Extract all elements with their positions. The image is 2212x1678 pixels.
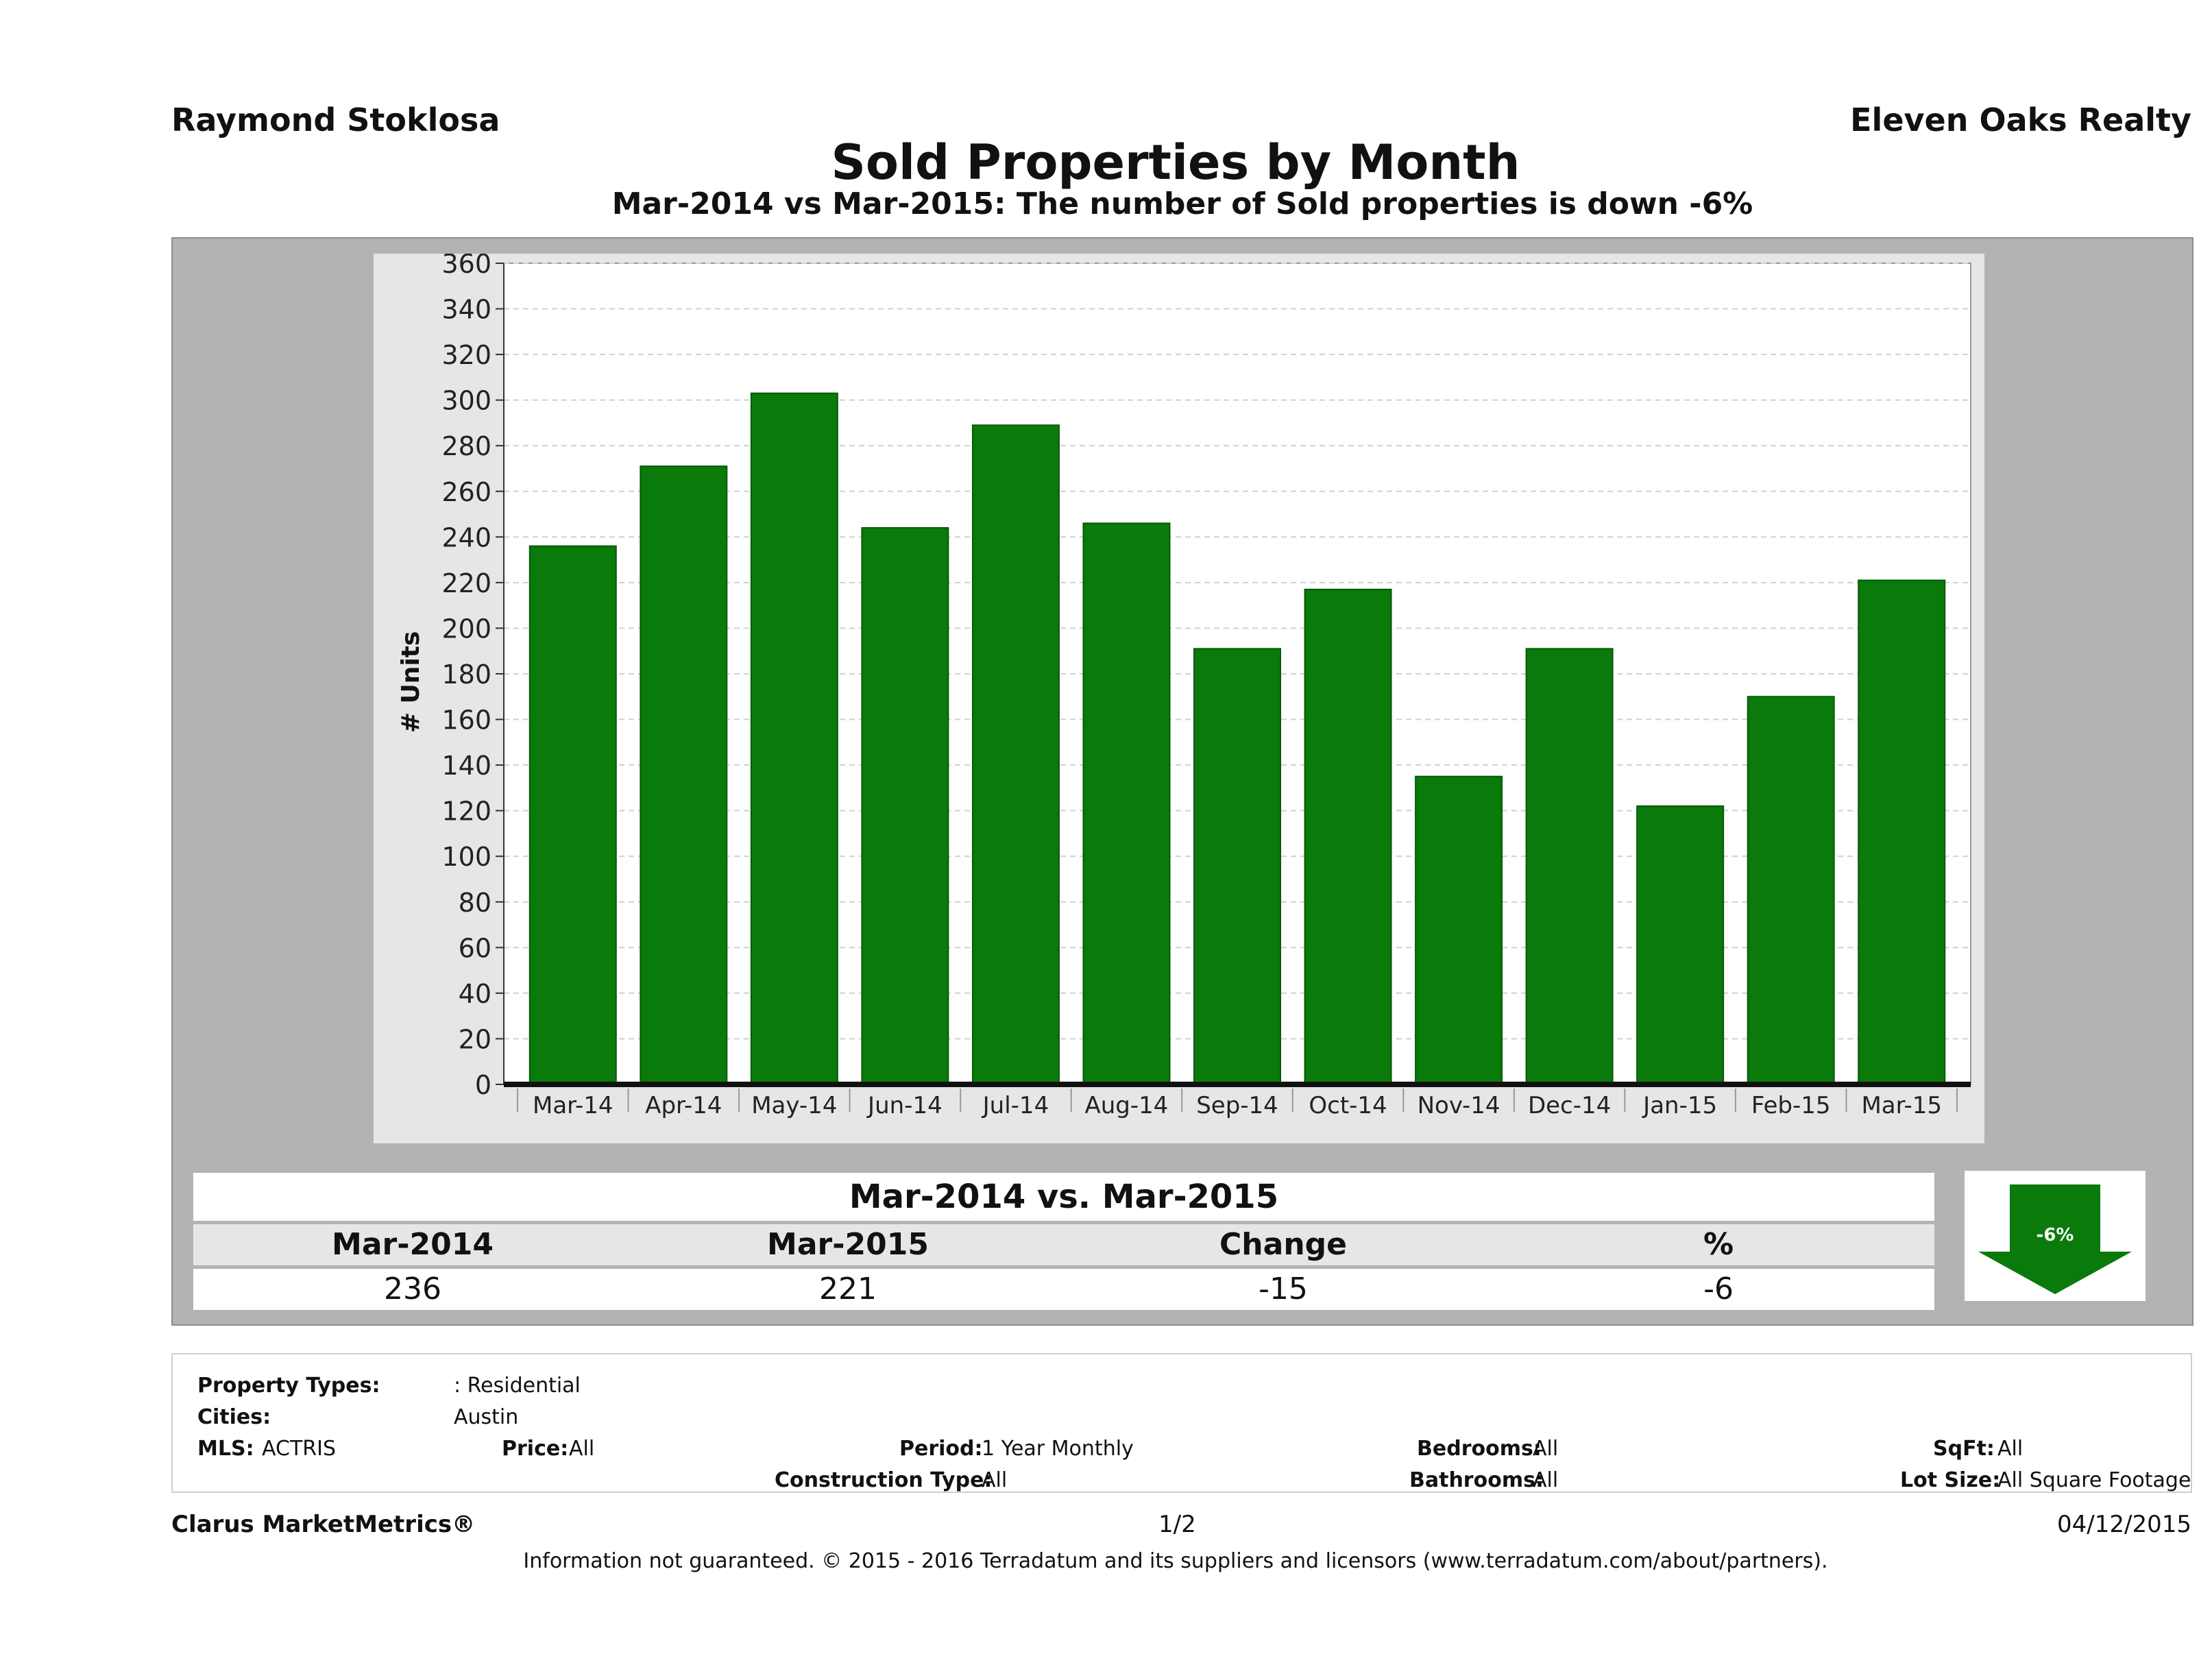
x-tick-label: Nov-14 [1418, 1092, 1500, 1119]
bar [1304, 588, 1392, 1086]
comparison-value-end: 221 [819, 1272, 877, 1306]
lot-size-value: All Square Footage [1997, 1468, 2191, 1492]
trend-badge: -6% [1965, 1171, 2146, 1301]
property-types-value: : Residential [454, 1374, 581, 1398]
bar [750, 392, 838, 1085]
comparison-label-end: Mar-2015 [767, 1227, 929, 1262]
comparison-value-percent: -6 [1703, 1272, 1734, 1306]
x-tick-label: Aug-14 [1085, 1092, 1169, 1119]
bar [1082, 522, 1171, 1086]
bar [640, 465, 728, 1085]
sqft-value: All [1997, 1437, 2023, 1461]
y-tick-label: 80 [459, 888, 491, 918]
trend-badge-text: -6% [2037, 1225, 2074, 1245]
mls-label: MLS: [197, 1437, 254, 1461]
cities-label: Cities: [197, 1405, 271, 1429]
y-tick-label: 180 [441, 659, 491, 690]
bar [1415, 775, 1503, 1085]
chart-area: 0 20 40 60 80 100 120 140 160 180 200 220 240 260 280 3… [374, 254, 1984, 1143]
chart-subtitle: Mar-2014 vs Mar-2015: The number of Sold… [611, 186, 1753, 221]
property-types-label: Property Types: [197, 1374, 380, 1398]
y-tick-label: 260 [441, 477, 491, 507]
y-tick-label: 20 [459, 1024, 491, 1054]
chart-title: Sold Properties by Month [831, 134, 1520, 191]
mls-value: ACTRIS [262, 1437, 337, 1461]
bar [1525, 648, 1614, 1085]
cities-value: Austin [454, 1405, 519, 1429]
y-tick-label: 360 [441, 254, 491, 279]
disclaimer: Information not guaranteed. © 2015 - 201… [523, 1549, 1828, 1573]
footer-brand: Clarus MarketMetrics® [171, 1511, 476, 1538]
x-tick-label: Mar-15 [1861, 1092, 1942, 1119]
x-tick-label: Mar-14 [533, 1092, 613, 1119]
y-tick-label: 160 [441, 705, 491, 735]
comparison-values-row: 236 221 -15 -6 [193, 1269, 1934, 1310]
y-axis-label: # Units [397, 631, 425, 733]
x-tick-label: Dec-14 [1528, 1092, 1611, 1119]
x-tick-label: Jul-14 [982, 1092, 1049, 1119]
lot-size-label: Lot Size: [1900, 1468, 2001, 1492]
construction-type-value: All [982, 1468, 1008, 1492]
y-tick-label: 340 [441, 295, 491, 325]
comparison-label-percent: % [1703, 1227, 1734, 1262]
bar [1747, 696, 1835, 1085]
y-tick-label: 0 [475, 1070, 491, 1100]
report-date: 04/12/2015 [2057, 1511, 2191, 1538]
construction-type-label: Construction Type: [775, 1468, 993, 1492]
bar [1858, 579, 1946, 1085]
x-tick-label: Jan-15 [1642, 1092, 1717, 1119]
period-value: 1 Year Monthly [982, 1437, 1134, 1461]
bar [528, 545, 617, 1085]
y-tick-label: 140 [441, 751, 491, 781]
price-label: Price: [502, 1437, 569, 1461]
broker-name: Eleven Oaks Realty [1850, 101, 2191, 138]
x-tick-label: Oct-14 [1309, 1092, 1387, 1119]
bar [861, 527, 949, 1085]
bar [971, 424, 1060, 1085]
y-tick-label: 200 [441, 613, 491, 644]
comparison-labels-row: Mar-2014 Mar-2015 Change % [193, 1224, 1934, 1265]
page-number: 1/2 [1158, 1511, 1196, 1538]
bathrooms-label: Bathrooms: [1409, 1468, 1544, 1492]
report-panel: 0 20 40 60 80 100 120 140 160 180 200 220 240 260 280 3… [171, 237, 2193, 1326]
search-criteria: Property Types: : Residential Cities: Au… [171, 1353, 2192, 1493]
bathrooms-value: All [1533, 1468, 1559, 1492]
comparison-header: Mar-2014 vs. Mar-2015 [193, 1173, 1934, 1221]
bar [1636, 805, 1725, 1085]
x-tick-label: Feb-15 [1751, 1092, 1831, 1119]
x-tick-label: May-14 [751, 1092, 837, 1119]
down-arrow-icon: -6% [1978, 1184, 2132, 1294]
x-tick-label: Jun-14 [866, 1092, 943, 1119]
y-tick-label: 100 [441, 842, 491, 872]
agent-name: Raymond Stoklosa [171, 101, 500, 138]
comparison-value-change: -15 [1259, 1272, 1308, 1306]
bar-chart: 0 20 40 60 80 100 120 140 160 180 200 220 240 260 280 3… [397, 254, 1971, 1119]
comparison-label-change: Change [1219, 1227, 1347, 1262]
period-label: Period: [899, 1437, 983, 1461]
comparison-value-start: 236 [384, 1272, 441, 1306]
y-tick-label: 240 [441, 522, 491, 552]
bar [1193, 648, 1281, 1085]
y-tick-label: 220 [441, 568, 491, 598]
y-tick-label: 60 [459, 933, 491, 963]
y-tick-label: 40 [459, 979, 491, 1009]
y-tick-label: 300 [441, 386, 491, 416]
sqft-label: SqFt: [1933, 1437, 1995, 1461]
y-tick-label: 320 [441, 340, 491, 370]
y-tick-label: 280 [441, 431, 491, 461]
bedrooms-value: All [1533, 1437, 1559, 1461]
price-value: All [569, 1437, 595, 1461]
bedrooms-label: Bedrooms: [1417, 1437, 1542, 1461]
x-tick-label: Apr-14 [645, 1092, 722, 1119]
comparison-label-start: Mar-2014 [332, 1227, 494, 1262]
y-tick-label: 120 [441, 797, 491, 827]
x-tick-label: Sep-14 [1196, 1092, 1278, 1119]
